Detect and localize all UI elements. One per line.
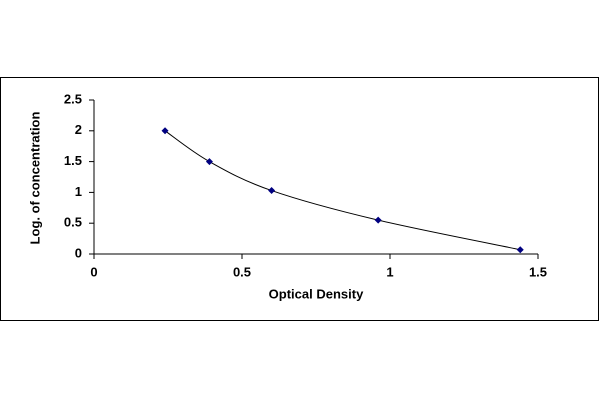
y-tick-label: 1	[75, 184, 82, 199]
y-tick-label: 2	[75, 122, 82, 137]
x-tick-label: 0	[90, 264, 97, 279]
x-tick-label: 1	[386, 264, 393, 279]
x-tick-label: 0.5	[233, 264, 251, 279]
y-tick-label: 0.5	[64, 215, 82, 230]
data-point	[161, 127, 169, 135]
y-tick-label: 1.5	[64, 153, 82, 168]
y-axis-label: Log. of concentration	[27, 112, 42, 245]
y-tick-label: 0	[75, 245, 82, 260]
x-tick-label: 1.5	[529, 264, 547, 279]
data-point	[205, 158, 213, 166]
fit-line	[164, 130, 521, 251]
data-point	[516, 246, 524, 254]
y-tick-label: 2.5	[64, 91, 82, 106]
data-point	[374, 216, 382, 224]
x-axis-label: Optical Density	[269, 286, 364, 301]
data-point	[268, 187, 276, 195]
